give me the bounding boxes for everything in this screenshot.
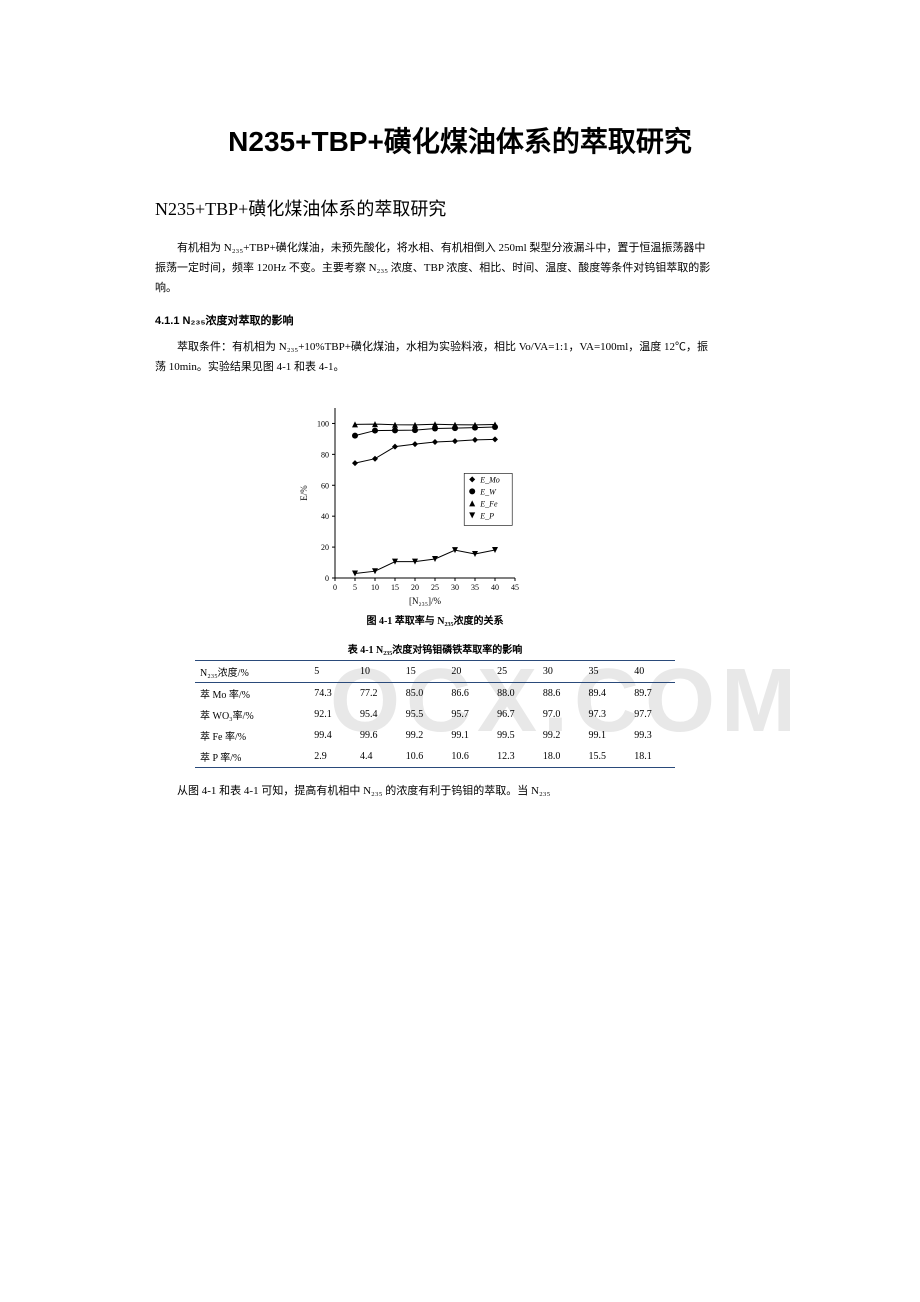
svg-text:0: 0 bbox=[333, 583, 337, 592]
svg-text:20: 20 bbox=[411, 583, 419, 592]
table-cell: 99.5 bbox=[492, 725, 538, 746]
table-cell: 10.6 bbox=[446, 746, 492, 768]
paragraph-intro: 有机相为 N₂₃₅+TBP+磺化煤油，未预先酸化，将水相、有机相倒入 250ml… bbox=[155, 239, 715, 298]
table-cell: 10.6 bbox=[401, 746, 447, 768]
table-cell: 97.3 bbox=[584, 704, 630, 725]
svg-text:E_W: E_W bbox=[479, 487, 497, 496]
row-label: 萃 Mo 率/% bbox=[195, 682, 309, 704]
table-cell: 15 bbox=[401, 660, 447, 682]
table-cell: 85.0 bbox=[401, 682, 447, 704]
svg-text:10: 10 bbox=[371, 583, 379, 592]
body-wrap: N235+TBP+磺化煤油体系的萃取研究 有机相为 N₂₃₅+TBP+磺化煤油，… bbox=[155, 195, 715, 802]
table-cell: 18.1 bbox=[629, 746, 675, 768]
table-cell: 89.4 bbox=[584, 682, 630, 704]
document-content: N235+TBP+磺化煤油体系的萃取研究 N235+TBP+磺化煤油体系的萃取研… bbox=[0, 0, 920, 802]
svg-text:5: 5 bbox=[353, 583, 357, 592]
table-cell: 12.3 bbox=[492, 746, 538, 768]
table-cell: 4.4 bbox=[355, 746, 401, 768]
svg-text:80: 80 bbox=[321, 450, 329, 459]
table-cell: 40 bbox=[629, 660, 675, 682]
table-cell: 99.2 bbox=[401, 725, 447, 746]
extraction-table: N₂₃₅浓度/%510152025303540萃 Mo 率/%74.377.28… bbox=[195, 660, 675, 768]
table-cell: 88.0 bbox=[492, 682, 538, 704]
table-cell: 99.1 bbox=[584, 725, 630, 746]
chart-caption: 图 4-1 萃取率与 N₂₃₅浓度的关系 bbox=[155, 612, 715, 627]
extraction-chart: 0 20 40 60 80 100 0 5 10 15 20 25 30 35 40 45 [N₂₃₅]/% E/… bbox=[295, 396, 575, 606]
chart-container: 0 20 40 60 80 100 0 5 10 15 20 25 30 35 40 45 [N₂₃₅]/% E/… bbox=[295, 396, 575, 606]
svg-text:E/%: E/% bbox=[299, 485, 309, 501]
svg-text:20: 20 bbox=[321, 543, 329, 552]
svg-text:E_Fe: E_Fe bbox=[479, 499, 498, 508]
table-cell: 15.5 bbox=[584, 746, 630, 768]
table-cell: 97.0 bbox=[538, 704, 584, 725]
svg-text:E_Mo: E_Mo bbox=[479, 475, 500, 484]
table-cell: 5 bbox=[309, 660, 355, 682]
table-cell: 99.3 bbox=[629, 725, 675, 746]
svg-text:35: 35 bbox=[471, 583, 479, 592]
table-cell: 25 bbox=[492, 660, 538, 682]
table-cell: 18.0 bbox=[538, 746, 584, 768]
table-cell: 2.9 bbox=[309, 746, 355, 768]
main-title: N235+TBP+磺化煤油体系的萃取研究 bbox=[0, 120, 920, 160]
table-cell: 95.4 bbox=[355, 704, 401, 725]
table-caption: 表 4-1 N₂₃₅浓度对钨钼磷铁萃取率的影响 bbox=[155, 641, 715, 656]
table-cell: 89.7 bbox=[629, 682, 675, 704]
row-label: 萃 Fe 率/% bbox=[195, 725, 309, 746]
table-cell: 20 bbox=[446, 660, 492, 682]
svg-text:25: 25 bbox=[431, 583, 439, 592]
svg-text:15: 15 bbox=[391, 583, 399, 592]
svg-text:60: 60 bbox=[321, 481, 329, 490]
row-label: 萃 P 率/% bbox=[195, 746, 309, 768]
svg-text:100: 100 bbox=[317, 419, 329, 428]
subtitle: N235+TBP+磺化煤油体系的萃取研究 bbox=[155, 195, 715, 221]
table-cell: 97.7 bbox=[629, 704, 675, 725]
row-label: 萃 WO₃率/% bbox=[195, 704, 309, 725]
svg-text:30: 30 bbox=[451, 583, 459, 592]
svg-text:45: 45 bbox=[511, 583, 519, 592]
table-cell: 86.6 bbox=[446, 682, 492, 704]
table-cell: 74.3 bbox=[309, 682, 355, 704]
table-cell: 30 bbox=[538, 660, 584, 682]
table-cell: 10 bbox=[355, 660, 401, 682]
table-cell: 96.7 bbox=[492, 704, 538, 725]
table-cell: 99.1 bbox=[446, 725, 492, 746]
table-cell: 99.2 bbox=[538, 725, 584, 746]
table-cell: 35 bbox=[584, 660, 630, 682]
table-cell: 77.2 bbox=[355, 682, 401, 704]
row-label: N₂₃₅浓度/% bbox=[195, 660, 309, 682]
table-cell: 92.1 bbox=[309, 704, 355, 725]
table-cell: 99.6 bbox=[355, 725, 401, 746]
svg-text:40: 40 bbox=[321, 512, 329, 521]
table-cell: 99.4 bbox=[309, 725, 355, 746]
svg-text:0: 0 bbox=[325, 574, 329, 583]
section-heading: 4.1.1 N₂₃₅浓度对萃取的影响 bbox=[155, 312, 715, 328]
table-cell: 95.7 bbox=[446, 704, 492, 725]
svg-text:[N₂₃₅]/%: [N₂₃₅]/% bbox=[409, 596, 441, 606]
table-cell: 95.5 bbox=[401, 704, 447, 725]
paragraph-conditions: 萃取条件：有机相为 N₂₃₅+10%TBP+磺化煤油，水相为实验料液，相比 Vo… bbox=[155, 338, 715, 378]
table-cell: 88.6 bbox=[538, 682, 584, 704]
svg-text:E_P: E_P bbox=[479, 511, 494, 520]
svg-text:40: 40 bbox=[491, 583, 499, 592]
paragraph-after: 从图 4-1 和表 4-1 可知，提高有机相中 N₂₃₅ 的浓度有利于钨钼的萃取… bbox=[155, 782, 715, 802]
